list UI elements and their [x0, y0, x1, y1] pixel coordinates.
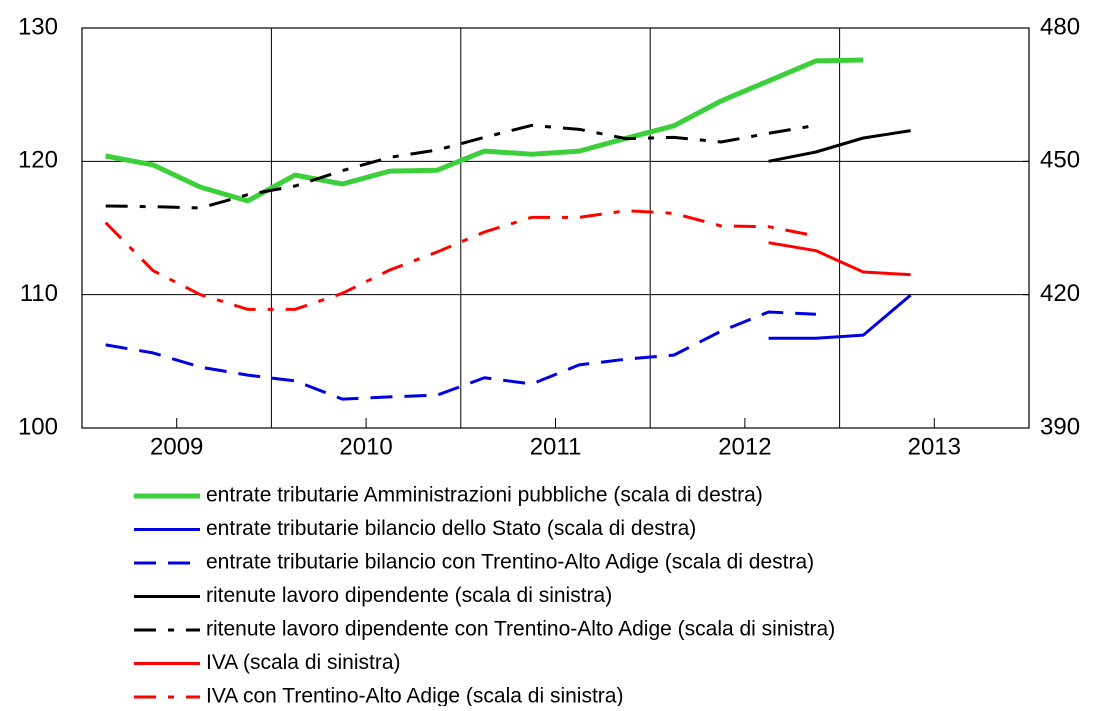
y2-tick-label: 480 — [1040, 13, 1080, 40]
plot-frame — [81, 27, 1030, 429]
x-tick-label: 2011 — [530, 433, 582, 460]
x-tick-label: 2012 — [718, 433, 771, 460]
series-line — [768, 129, 911, 163]
legend-label: ritenute lavoro dipendente con Trentino-… — [206, 618, 835, 641]
y-tick-label: 120 — [18, 147, 58, 174]
series-line — [768, 241, 911, 277]
y-tick-label: 110 — [20, 280, 58, 307]
y2-tick-label: 390 — [1040, 413, 1080, 440]
series-line — [768, 293, 912, 340]
x-tick-label: 2009 — [150, 433, 203, 460]
series-line — [105, 123, 817, 210]
x-tick-label: 2013 — [908, 433, 961, 460]
legend-label: IVA (scala di sinistra) — [206, 651, 401, 674]
y-tick-label: 100 — [18, 413, 58, 440]
y2-tick-label: 420 — [1040, 280, 1080, 307]
legend-label: IVA con Trentino-Alto Adige (scala di si… — [206, 685, 623, 706]
legend-label: entrate tributarie Amministrazioni pubbl… — [206, 484, 763, 507]
legend-label: entrate tributarie bilancio con Trentino… — [206, 551, 814, 574]
series-line — [104, 209, 817, 311]
series-line — [105, 310, 816, 401]
legend-label: entrate tributarie bilancio dello Stato … — [206, 517, 696, 540]
x-tick-label: 2010 — [339, 433, 392, 460]
series-line — [105, 57, 864, 204]
legend-label: ritenute lavoro dipendente (scala di sin… — [206, 584, 612, 607]
y2-tick-label: 450 — [1040, 147, 1080, 174]
y-tick-label: 130 — [18, 13, 58, 40]
